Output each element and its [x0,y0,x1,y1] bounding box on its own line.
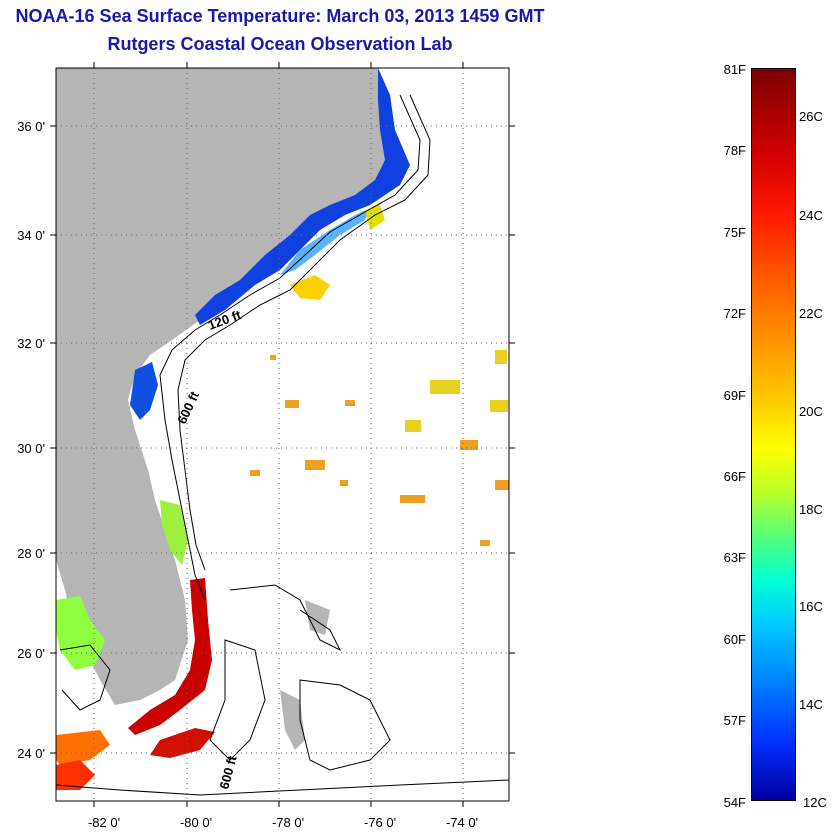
map-frame [55,67,510,802]
tick-marks [50,62,515,807]
colorbar-f-75: 75F [723,225,746,240]
colorbar-f-60: 60F [723,632,746,647]
lat-tick-32: 32 0' [17,336,45,351]
land-mass [56,68,400,705]
colorbar-f-72: 72F [723,306,746,321]
warm-patch [290,275,330,300]
graticule [56,68,509,801]
colorbar-f-69: 69F [723,388,746,403]
colorbar-f-81: 81F [723,62,746,77]
colorbar-c-18: 18C [799,502,823,517]
lat-tick-36: 36 0' [17,119,45,134]
depth-contours [56,94,509,796]
colorbar-c-26: 26C [799,109,823,124]
lon-tick-82: -82 0' [88,815,120,830]
lon-tick-74: -74 0' [446,815,478,830]
lat-tick-30: 30 0' [17,441,45,456]
gulf-stream-south [150,728,215,758]
map-subtitle: Rutgers Coastal Ocean Observation Lab [107,34,453,54]
bahamas-island-1 [280,690,305,750]
gulf-stream [128,578,212,735]
green-patch-florida [160,500,188,565]
lat-tick-34: 34 0' [17,228,45,243]
offshore-warm-speckles [250,355,509,546]
lon-tick-78: -78 0' [272,815,304,830]
colorbar-c-20: 20C [799,404,823,419]
colorbar-f-63: 63F [723,550,746,565]
colorbar-f-57: 57F [723,713,746,728]
warm-patch-2 [365,205,385,230]
lon-tick-76: -76 0' [364,815,396,830]
colorbar-c-22: 22C [799,306,823,321]
colorbar-f-78: 78F [723,143,746,158]
colorbar-c-16: 16C [799,599,823,614]
green-patch-sw [56,596,105,670]
map-title: NOAA-16 Sea Surface Temperature: March 0… [15,6,545,26]
lat-tick-26: 26 0' [17,646,45,661]
contour-label-600ft-south: 600 ft [216,753,239,790]
colorbar-f-66: 66F [723,469,746,484]
warm-patch-sw-2 [56,760,95,790]
cold-water-band [195,68,410,325]
colorbar-c-14: 14C [799,697,823,712]
lat-tick-28: 28 0' [17,546,45,561]
lat-tick-24: 24 0' [17,746,45,761]
lon-tick-80: -80 0' [180,815,212,830]
offshore-yellow-speckles [405,350,508,432]
warm-patch-sw [56,730,110,765]
colorbar-c-24: 24C [799,208,823,223]
colorbar-c-12: 12C [803,795,827,810]
cold-water-band-light [280,208,370,275]
colorbar-f-54: 54F [723,795,746,810]
temperature-colorbar [751,68,796,801]
cold-water-patch [130,362,158,420]
